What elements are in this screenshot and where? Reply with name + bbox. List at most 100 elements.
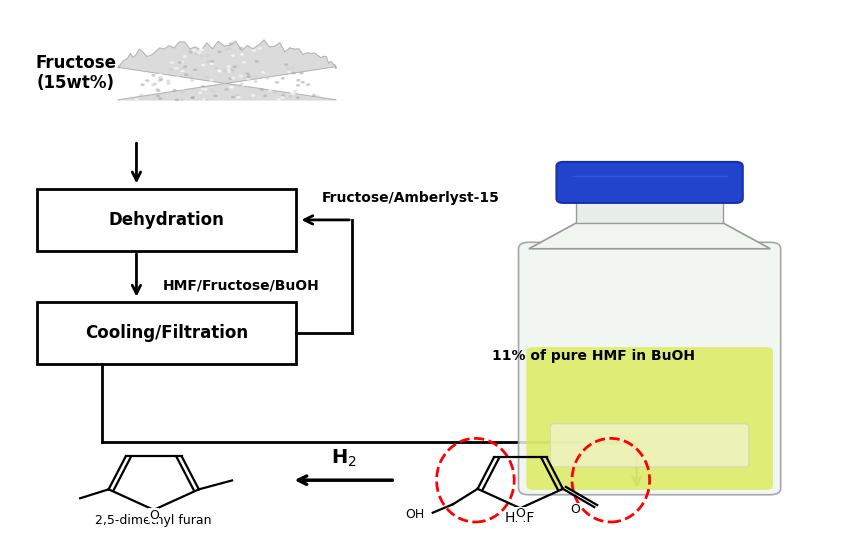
Bar [37,189,296,251]
Circle shape [157,79,161,82]
Circle shape [188,75,193,78]
Circle shape [183,65,187,68]
Polygon shape [118,40,336,100]
Circle shape [284,63,288,66]
Circle shape [200,49,204,51]
Circle shape [199,49,203,51]
Circle shape [135,98,139,101]
Circle shape [230,86,234,88]
Circle shape [183,55,187,58]
Circle shape [190,79,194,82]
Circle shape [231,96,235,99]
Circle shape [181,68,185,70]
Circle shape [253,77,258,80]
Circle shape [204,88,207,91]
Circle shape [202,98,207,101]
Circle shape [228,70,233,73]
Text: HMF: HMF [505,511,536,525]
Circle shape [293,90,297,93]
Circle shape [260,88,264,91]
Circle shape [227,65,231,68]
Circle shape [181,90,185,93]
Circle shape [141,83,145,86]
Circle shape [236,96,240,99]
Circle shape [217,70,221,72]
Polygon shape [529,223,771,249]
FancyBboxPatch shape [526,347,773,490]
Circle shape [217,70,221,72]
Circle shape [277,98,281,101]
Circle shape [214,94,218,97]
Circle shape [231,54,235,57]
Circle shape [240,49,244,51]
Circle shape [209,79,214,82]
Circle shape [201,64,206,66]
Text: O: O [570,503,580,516]
Circle shape [225,49,229,51]
Circle shape [151,74,155,77]
Text: HMF/Fructose/BuOH: HMF/Fructose/BuOH [162,279,319,293]
Circle shape [247,77,251,80]
Circle shape [166,80,170,82]
Circle shape [235,94,240,96]
Text: 11% of pure HMF in BuOH: 11% of pure HMF in BuOH [492,349,695,363]
Circle shape [280,96,285,99]
Circle shape [151,83,155,86]
Circle shape [235,65,240,68]
Circle shape [184,74,188,76]
Circle shape [263,95,267,98]
Circle shape [145,79,149,82]
Circle shape [296,96,300,99]
Circle shape [287,71,292,74]
Circle shape [181,69,185,72]
Circle shape [174,67,179,70]
Circle shape [251,94,255,96]
Circle shape [248,81,253,84]
Circle shape [209,62,214,65]
Circle shape [187,50,192,52]
Text: Fructose/Amberlyst-15: Fructose/Amberlyst-15 [322,191,500,205]
Circle shape [159,76,163,79]
Circle shape [241,84,246,87]
Circle shape [286,67,290,70]
Circle shape [193,69,197,71]
Circle shape [231,77,235,80]
Circle shape [274,81,279,83]
Circle shape [223,69,227,72]
Circle shape [245,77,248,80]
Circle shape [128,90,133,93]
Circle shape [224,88,228,91]
Circle shape [197,51,201,54]
Circle shape [231,70,234,73]
FancyBboxPatch shape [518,243,780,495]
Circle shape [229,69,233,71]
Circle shape [205,75,209,78]
Circle shape [156,94,161,97]
Text: OH: OH [404,508,424,522]
Circle shape [228,77,233,80]
Circle shape [300,81,305,83]
Circle shape [239,75,243,77]
Circle shape [206,54,210,57]
Text: 2,5-dimethyl furan: 2,5-dimethyl furan [95,514,212,527]
Circle shape [180,88,184,90]
Circle shape [170,61,174,64]
Circle shape [214,66,219,69]
Circle shape [178,61,182,64]
Circle shape [263,86,267,88]
Circle shape [192,49,196,52]
Circle shape [153,82,157,85]
Circle shape [138,89,142,92]
Circle shape [201,88,205,90]
Circle shape [205,98,209,101]
Text: Fructose
(15wt%): Fructose (15wt%) [36,53,116,92]
Circle shape [166,82,170,85]
Circle shape [194,53,198,56]
Bar [37,302,296,364]
Circle shape [144,90,148,93]
Circle shape [280,77,285,80]
Text: O: O [148,508,159,522]
Circle shape [316,95,320,98]
Circle shape [254,60,259,63]
Circle shape [296,79,300,82]
